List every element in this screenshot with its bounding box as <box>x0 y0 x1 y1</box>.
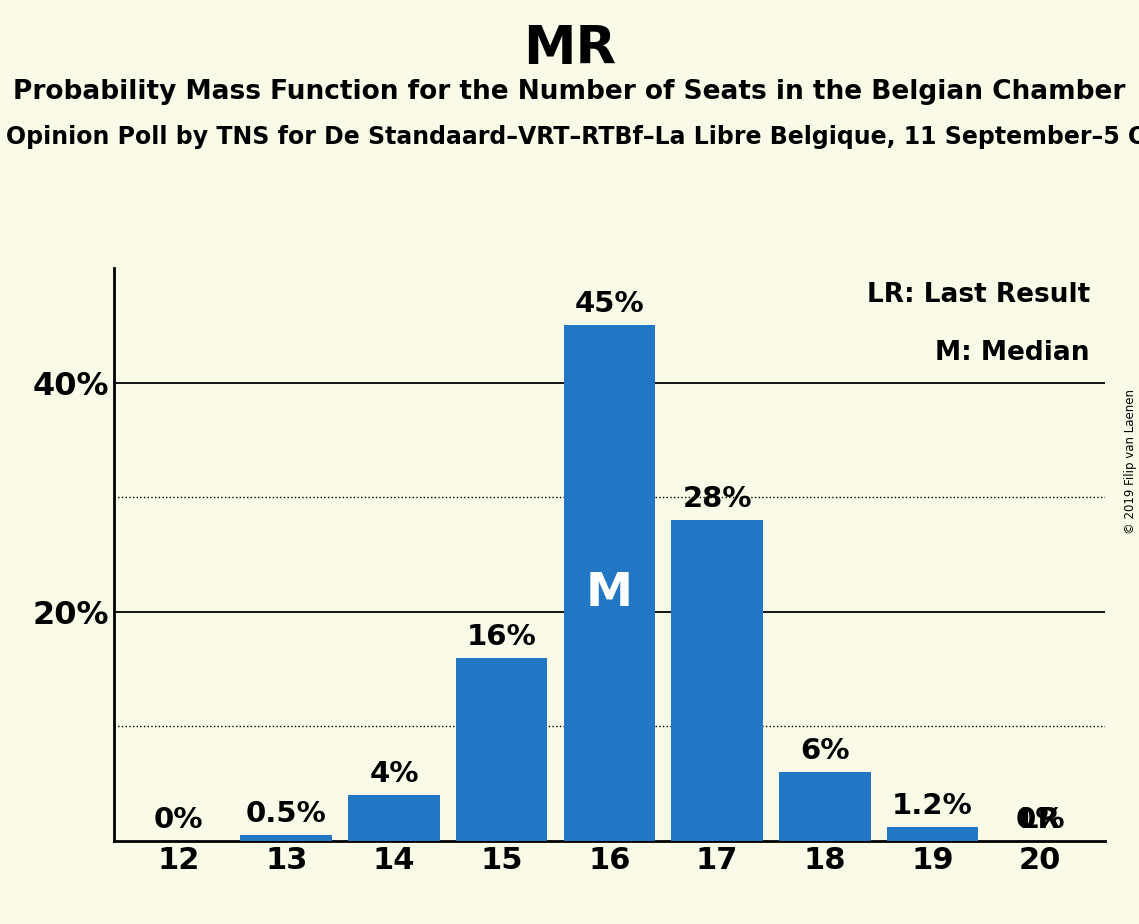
Bar <box>349 795 440 841</box>
Bar <box>564 325 655 841</box>
Text: 45%: 45% <box>574 290 645 319</box>
Text: 0%: 0% <box>154 806 203 834</box>
Bar <box>456 658 548 841</box>
Text: 6%: 6% <box>800 737 850 765</box>
Text: © 2019 Filip van Laenen: © 2019 Filip van Laenen <box>1124 390 1137 534</box>
Bar <box>671 520 763 841</box>
Bar <box>887 827 978 841</box>
Text: M: M <box>585 571 633 616</box>
Text: 0%: 0% <box>1016 773 1065 834</box>
Text: M: Median: M: Median <box>935 340 1090 366</box>
Text: MR: MR <box>523 23 616 75</box>
Text: 4%: 4% <box>369 760 419 788</box>
Text: an Opinion Poll by TNS for De Standaard–VRT–RTBf–La Libre Belgique, 11 September: an Opinion Poll by TNS for De Standaard–… <box>0 125 1139 149</box>
Bar <box>240 835 331 841</box>
Text: LR: Last Result: LR: Last Result <box>867 283 1090 309</box>
Text: 0.5%: 0.5% <box>246 800 327 828</box>
Bar <box>779 772 870 841</box>
Text: LR: LR <box>1019 806 1060 834</box>
Text: 28%: 28% <box>682 485 752 513</box>
Text: Probability Mass Function for the Number of Seats in the Belgian Chamber: Probability Mass Function for the Number… <box>14 79 1125 104</box>
Text: 16%: 16% <box>467 623 536 650</box>
Text: 1.2%: 1.2% <box>892 792 973 821</box>
